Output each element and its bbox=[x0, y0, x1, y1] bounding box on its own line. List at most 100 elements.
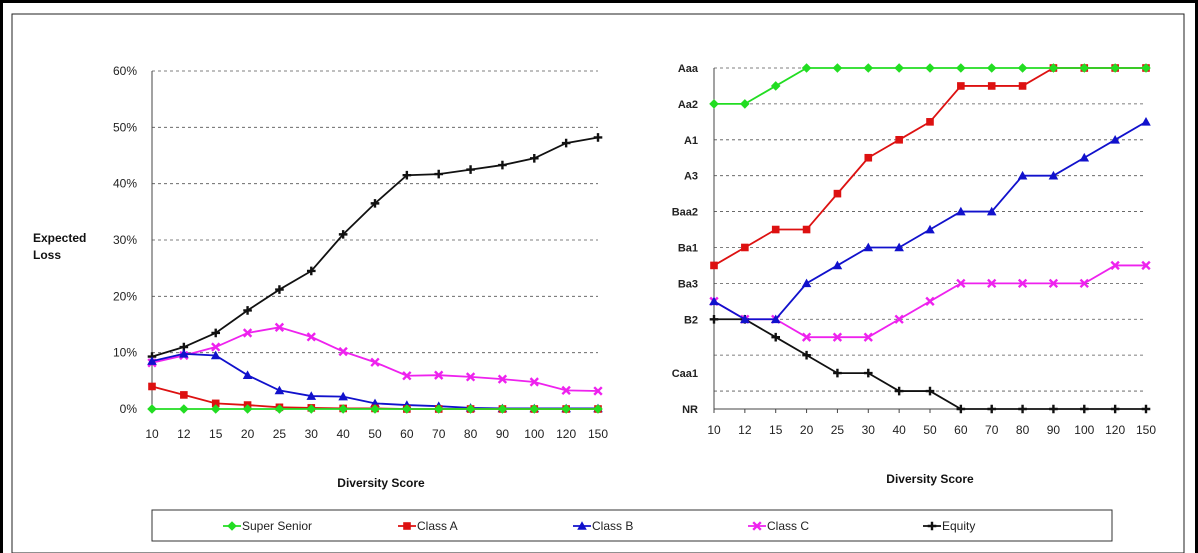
left-x-tick-label: 12 bbox=[177, 427, 191, 441]
legend-box bbox=[151, 509, 1113, 542]
left-point-class-b bbox=[274, 385, 285, 395]
left-point-equity bbox=[466, 165, 475, 174]
legend-label-class-b: Class B bbox=[592, 519, 633, 533]
right-point-class-c bbox=[987, 278, 997, 289]
left-y-tick-label: 50% bbox=[113, 120, 137, 134]
right-series-line-equity bbox=[714, 318, 1146, 410]
right-point-class-c bbox=[1079, 278, 1089, 289]
right-point-class-c bbox=[801, 332, 812, 342]
left-point-equity bbox=[370, 199, 380, 208]
right-point-class-b bbox=[956, 206, 966, 216]
right-y-tick-label: Ba1 bbox=[678, 242, 698, 254]
right-x-tick-label: 50 bbox=[923, 423, 937, 437]
right-point-equity bbox=[1079, 404, 1089, 414]
right-point-class-b bbox=[1017, 170, 1028, 180]
left-point-class-c bbox=[306, 332, 316, 342]
left-y-tick-label: 60% bbox=[113, 64, 137, 78]
left-x-tick-label: 90 bbox=[496, 427, 510, 441]
left-point-class-c bbox=[529, 377, 539, 387]
right-point-class-c bbox=[1048, 278, 1059, 289]
left-point-class-b bbox=[147, 356, 157, 365]
left-point-class-c bbox=[465, 372, 476, 382]
right-point-super-senior bbox=[1141, 63, 1151, 73]
right-x-tick-label: 100 bbox=[1074, 423, 1094, 437]
right-point-class-a bbox=[926, 118, 934, 126]
right-x-tick-label: 20 bbox=[800, 423, 814, 437]
right-x-tick-label: 120 bbox=[1105, 423, 1125, 437]
left-point-class-b bbox=[338, 391, 348, 401]
left-point-class-c bbox=[402, 371, 412, 381]
left-point-class-c bbox=[338, 346, 348, 357]
left-x-tick-label: 25 bbox=[273, 427, 287, 441]
left-y-tick-label: 30% bbox=[113, 233, 137, 247]
right-point-class-a bbox=[864, 153, 873, 162]
left-x-tick-label: 70 bbox=[432, 427, 446, 441]
right-point-super-senior bbox=[1048, 63, 1059, 73]
legend: Super Senior Class A Class B Class C Equity bbox=[223, 519, 975, 533]
legend-marker-super-senior bbox=[227, 521, 237, 531]
left-point-equity bbox=[402, 170, 412, 180]
left-point-super-senior bbox=[338, 404, 348, 414]
right-y-tick-label: NR bbox=[682, 404, 698, 416]
right-point-equity bbox=[771, 332, 781, 342]
left-point-class-b bbox=[242, 370, 253, 379]
left-y-axis-label-line1: Expected bbox=[33, 231, 86, 245]
right-point-equity bbox=[987, 404, 997, 414]
rating-chart: NR Caa1 B2 Ba3 Ba1 Baa2 A3 A1 Aa2 Aaa 10 12 15 20 25 30… bbox=[672, 63, 1157, 437]
left-point-super-senior bbox=[497, 404, 508, 414]
left-x-tick-label: 100 bbox=[524, 427, 544, 441]
left-point-class-c bbox=[434, 370, 444, 380]
left-point-equity bbox=[306, 266, 316, 276]
right-point-class-b bbox=[801, 278, 812, 288]
right-point-class-c bbox=[863, 332, 873, 342]
left-point-super-senior bbox=[402, 404, 412, 414]
right-point-equity bbox=[833, 368, 842, 378]
left-point-equity bbox=[275, 285, 284, 294]
left-point-super-senior bbox=[561, 404, 571, 414]
right-point-super-senior bbox=[925, 63, 935, 73]
left-point-class-c bbox=[242, 328, 253, 338]
right-point-class-b bbox=[1141, 117, 1151, 126]
right-x-tick-label: 25 bbox=[831, 423, 845, 437]
left-point-equity bbox=[593, 133, 603, 142]
left-point-class-c bbox=[274, 322, 285, 332]
right-point-super-senior bbox=[1110, 63, 1120, 73]
right-x-tick-label: 15 bbox=[769, 423, 783, 437]
left-x-axis-label: Diversity Score bbox=[337, 476, 425, 490]
right-x-tick-label: 12 bbox=[738, 423, 752, 437]
left-point-super-senior bbox=[433, 404, 444, 414]
right-point-equity bbox=[802, 350, 811, 360]
left-point-super-senior bbox=[306, 404, 317, 414]
left-x-tick-label: 120 bbox=[556, 427, 576, 441]
right-x-tick-label: 150 bbox=[1136, 423, 1156, 437]
left-x-tick-label: 50 bbox=[368, 427, 382, 441]
left-point-class-b bbox=[179, 348, 189, 358]
right-x-tick-label: 80 bbox=[1016, 423, 1030, 437]
right-point-super-senior bbox=[1079, 63, 1090, 73]
legend-marker-class-c bbox=[752, 521, 762, 531]
left-point-class-b bbox=[306, 391, 317, 400]
right-point-class-c bbox=[1017, 278, 1028, 289]
left-point-equity bbox=[498, 160, 507, 170]
right-point-class-b bbox=[1048, 170, 1059, 180]
left-point-equity bbox=[338, 230, 348, 239]
right-point-equity bbox=[925, 386, 935, 396]
left-point-super-senior bbox=[147, 404, 157, 414]
right-point-super-senior bbox=[801, 63, 812, 73]
right-y-tick-label: Baa2 bbox=[672, 207, 698, 219]
left-point-class-c bbox=[561, 385, 571, 396]
right-point-equity bbox=[1110, 404, 1120, 414]
right-point-super-senior bbox=[770, 81, 781, 91]
legend-marker-class-a bbox=[403, 522, 411, 530]
left-x-tick-label: 80 bbox=[464, 427, 478, 441]
right-x-tick-label: 40 bbox=[892, 423, 906, 437]
right-point-super-senior bbox=[1017, 63, 1028, 73]
left-point-super-senior bbox=[529, 404, 540, 414]
right-series-line-class-a bbox=[713, 67, 1146, 267]
left-y-tick-label: 0% bbox=[120, 402, 138, 416]
right-series-line-class-b bbox=[713, 121, 1147, 321]
right-point-class-a bbox=[710, 261, 718, 270]
left-point-class-c bbox=[593, 386, 603, 396]
right-x-tick-label: 10 bbox=[707, 423, 721, 437]
